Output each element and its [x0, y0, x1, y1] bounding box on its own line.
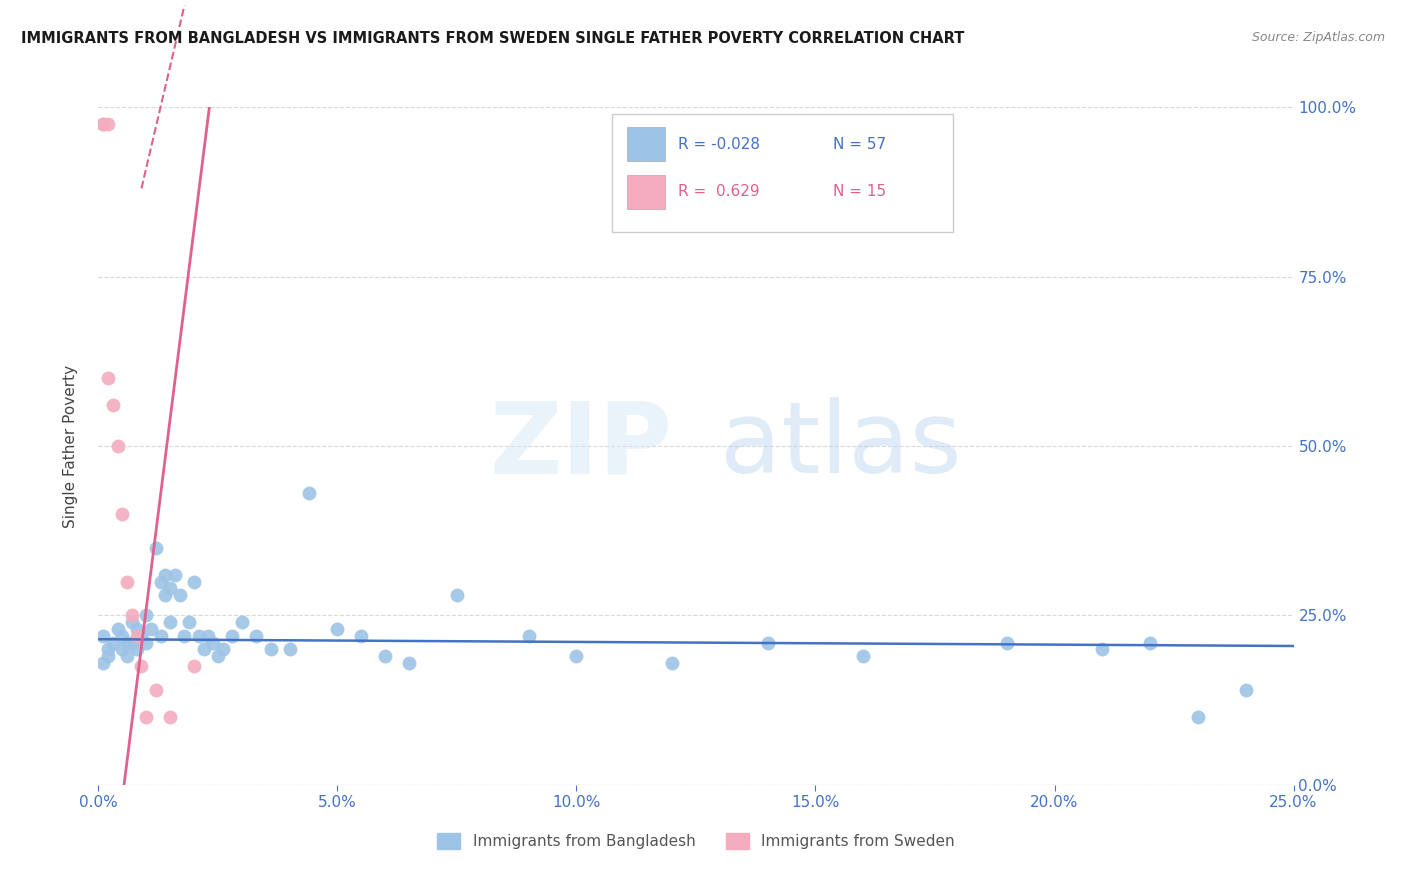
Point	[1187, 710, 1209, 724]
Point	[121, 608, 143, 623]
Point	[115, 635, 138, 649]
Point	[145, 541, 167, 555]
Point	[1091, 642, 1114, 657]
Legend: Immigrants from Bangladesh, Immigrants from Sweden: Immigrants from Bangladesh, Immigrants f…	[432, 827, 960, 855]
Point	[398, 656, 420, 670]
Point	[115, 649, 138, 664]
Text: N = 15: N = 15	[834, 185, 887, 199]
Point	[107, 622, 129, 636]
Point	[97, 649, 120, 664]
Point	[187, 629, 209, 643]
Point	[111, 507, 134, 521]
Text: N = 57: N = 57	[834, 136, 887, 152]
Point	[756, 635, 779, 649]
Text: R =  0.629: R = 0.629	[678, 185, 759, 199]
Point	[298, 486, 321, 500]
Y-axis label: Single Father Poverty: Single Father Poverty	[63, 365, 77, 527]
Point	[207, 649, 229, 664]
Point	[115, 574, 138, 589]
Point	[91, 117, 114, 131]
Point	[1139, 635, 1161, 649]
Point	[149, 629, 172, 643]
Point	[159, 582, 181, 596]
Point	[101, 635, 124, 649]
FancyBboxPatch shape	[613, 114, 953, 233]
Text: ZIP: ZIP	[489, 398, 672, 494]
Text: Source: ZipAtlas.com: Source: ZipAtlas.com	[1251, 31, 1385, 45]
Point	[159, 710, 181, 724]
Point	[125, 622, 148, 636]
Point	[163, 567, 186, 582]
Point	[107, 439, 129, 453]
Point	[193, 642, 215, 657]
Point	[1234, 683, 1257, 698]
Point	[661, 656, 683, 670]
Point	[852, 649, 875, 664]
Point	[125, 642, 148, 657]
Text: R = -0.028: R = -0.028	[678, 136, 761, 152]
Point	[155, 567, 177, 582]
Point	[145, 683, 167, 698]
Point	[135, 710, 157, 724]
Point	[91, 629, 114, 643]
Point	[97, 371, 120, 385]
Point	[169, 588, 191, 602]
Point	[173, 629, 195, 643]
Point	[179, 615, 201, 630]
Point	[91, 656, 114, 670]
Point	[517, 629, 540, 643]
Text: IMMIGRANTS FROM BANGLADESH VS IMMIGRANTS FROM SWEDEN SINGLE FATHER POVERTY CORRE: IMMIGRANTS FROM BANGLADESH VS IMMIGRANTS…	[21, 31, 965, 46]
Point	[131, 659, 153, 673]
Point	[326, 622, 349, 636]
FancyBboxPatch shape	[627, 128, 665, 161]
Point	[202, 635, 225, 649]
Point	[211, 642, 233, 657]
Point	[121, 615, 143, 630]
Point	[245, 629, 267, 643]
Point	[149, 574, 172, 589]
Point	[183, 574, 205, 589]
Point	[183, 659, 205, 673]
Point	[121, 635, 143, 649]
Point	[125, 629, 148, 643]
Point	[221, 629, 243, 643]
Point	[155, 588, 177, 602]
Point	[131, 629, 153, 643]
Point	[111, 642, 134, 657]
Point	[231, 615, 253, 630]
Point	[350, 629, 373, 643]
Point	[278, 642, 301, 657]
FancyBboxPatch shape	[627, 175, 665, 209]
Point	[91, 117, 114, 131]
Point	[374, 649, 396, 664]
Point	[995, 635, 1018, 649]
Point	[197, 629, 219, 643]
Point	[139, 622, 162, 636]
Point	[97, 642, 120, 657]
Point	[159, 615, 181, 630]
Point	[101, 398, 124, 412]
Point	[97, 117, 120, 131]
Text: atlas: atlas	[720, 398, 962, 494]
Point	[565, 649, 588, 664]
Point	[135, 635, 157, 649]
Point	[135, 608, 157, 623]
Point	[259, 642, 281, 657]
Point	[111, 629, 134, 643]
Point	[446, 588, 468, 602]
